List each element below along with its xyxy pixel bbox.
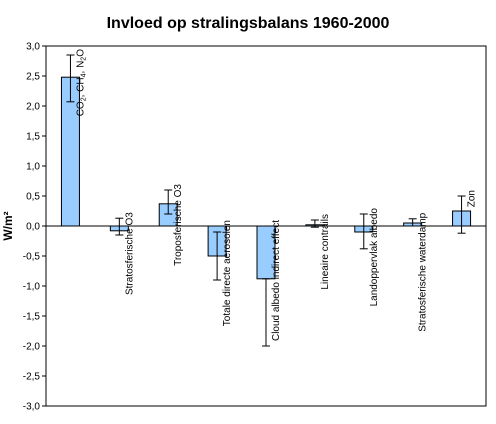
chart-title: Invloed op stralingsbalans 1960-2000 [107, 15, 390, 32]
y-tick-label: 3,0 [26, 42, 40, 53]
category-label: Landoppervlak albedo [369, 208, 380, 307]
y-tick-label: -2,5 [23, 372, 41, 383]
category-label-part: CO [75, 101, 86, 116]
category-label-part: Troposferische O3 [173, 184, 184, 266]
category-label: Cloud albedo indirect effect [271, 220, 282, 341]
category-label-part: Totale directe aerosolen [222, 220, 233, 326]
category-label-part: Cloud albedo indirect effect [271, 220, 282, 341]
category-label-part: , CH [75, 77, 86, 97]
category-label: Totale directe aerosolen [222, 220, 233, 326]
y-tick-label: -1,5 [23, 312, 41, 323]
category-label: Troposferische O3 [173, 184, 184, 266]
category-label-part: Stratosferische O3 [124, 212, 135, 295]
category-label-subscript: 4 [80, 73, 87, 77]
y-tick-label: 0,0 [26, 222, 40, 233]
y-tick-label: 2,5 [26, 72, 40, 83]
y-tick-label: 1,5 [26, 132, 40, 143]
category-label: CO2, CH4, N2O [75, 49, 87, 117]
error-bars [66, 54, 466, 347]
category-label-part: O [75, 49, 86, 57]
category-label-subscript: 2 [80, 57, 87, 61]
category-label-part: Landoppervlak albedo [369, 208, 380, 307]
category-label-part: , N [75, 61, 86, 74]
y-tick-label: -3,0 [23, 402, 41, 413]
y-axis-label: W/m² [1, 211, 15, 240]
category-label-subscript: 2 [80, 97, 87, 101]
y-tick-label: 0,5 [26, 192, 40, 203]
category-label: Stratosferische waterdamp [418, 212, 429, 331]
y-tick-label: -2,0 [23, 342, 41, 353]
category-label-part: Zon [467, 190, 478, 207]
category-label: Lineaire contrails [320, 214, 331, 290]
y-tick-label: 2,0 [26, 102, 40, 113]
category-label: Zon [467, 190, 478, 207]
y-tick-label: -1,0 [23, 282, 41, 293]
y-tick-label: 1,0 [26, 162, 40, 173]
y-tick-label: -0,5 [23, 252, 41, 263]
category-label-part: Lineaire contrails [320, 214, 331, 290]
category-label: Stratosferische O3 [124, 212, 135, 295]
category-label-part: Stratosferische waterdamp [418, 212, 429, 331]
